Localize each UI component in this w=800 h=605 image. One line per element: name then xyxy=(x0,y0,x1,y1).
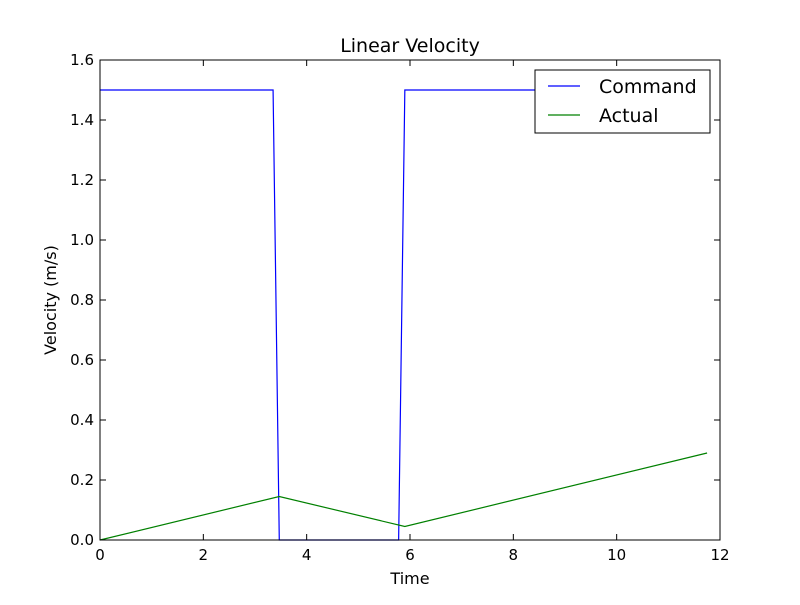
plot-area-background xyxy=(100,60,720,540)
y-tick-label: 1.2 xyxy=(70,171,94,189)
y-tick-label: 0.2 xyxy=(70,471,94,489)
y-tick-label: 0.8 xyxy=(70,291,94,309)
series-line-actual xyxy=(99,452,708,541)
x-tick-label: 10 xyxy=(607,546,626,564)
x-tick-label: 8 xyxy=(509,546,519,564)
y-tick-label: 0.0 xyxy=(70,531,94,549)
chart-title: Linear Velocity xyxy=(340,35,480,57)
legend-label-actual: Actual xyxy=(599,105,659,127)
y-tick-label: 1.6 xyxy=(70,51,94,69)
y-tick-label: 1.0 xyxy=(70,231,94,249)
legend: Command Actual xyxy=(534,69,711,134)
axis-ticks: 0 2 4 6 8 10 12 0.0 0.2 0.4 0.6 0.8 1.0 1.2 1.4 1.6 xyxy=(70,51,729,564)
x-tick-label: 4 xyxy=(302,546,312,564)
y-tick-label: 0.6 xyxy=(70,351,94,369)
legend-frame xyxy=(534,69,711,134)
plot-frame xyxy=(99,59,721,541)
y-tick-label: 1.4 xyxy=(70,111,94,129)
legend-label-command: Command xyxy=(599,76,697,98)
x-tick-label: 2 xyxy=(199,546,209,564)
x-tick-label: 12 xyxy=(710,546,729,564)
y-tick-label: 0.4 xyxy=(70,411,94,429)
y-axis-label: Velocity (m/s) xyxy=(41,245,60,355)
x-tick-label: 0 xyxy=(95,546,105,564)
x-axis-label: Time xyxy=(389,569,429,588)
x-tick-label: 6 xyxy=(405,546,415,564)
